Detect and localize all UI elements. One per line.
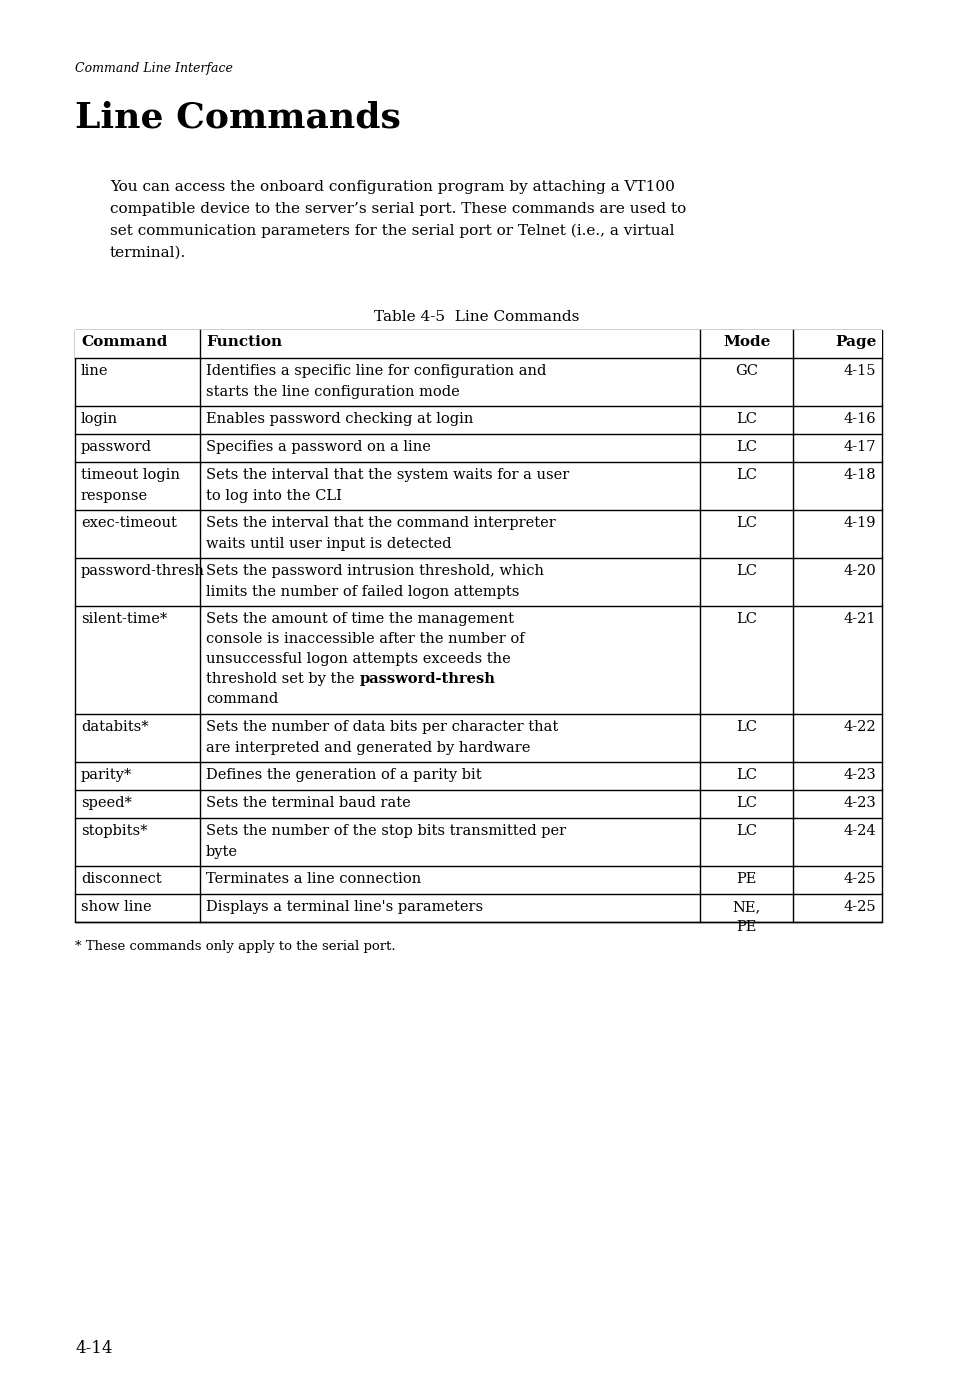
Text: * These commands only apply to the serial port.: * These commands only apply to the seria… bbox=[75, 940, 395, 954]
Text: password-thresh: password-thresh bbox=[359, 672, 495, 686]
Text: GC: GC bbox=[735, 364, 758, 378]
Text: Sets the interval that the system waits for a user
to log into the CLI: Sets the interval that the system waits … bbox=[206, 468, 569, 502]
Text: password-thresh: password-thresh bbox=[81, 564, 205, 577]
Text: Sets the terminal baud rate: Sets the terminal baud rate bbox=[206, 795, 411, 811]
Text: Sets the number of data bits per character that
are interpreted and generated by: Sets the number of data bits per charact… bbox=[206, 720, 558, 755]
Text: set communication parameters for the serial port or Telnet (i.e., a virtual: set communication parameters for the ser… bbox=[110, 223, 674, 239]
Text: LC: LC bbox=[736, 516, 757, 530]
Text: 4-25: 4-25 bbox=[842, 899, 875, 915]
Text: password: password bbox=[81, 440, 152, 454]
Text: login: login bbox=[81, 412, 118, 426]
Text: 4-16: 4-16 bbox=[842, 412, 875, 426]
Text: 4-18: 4-18 bbox=[842, 468, 875, 482]
Text: 4-19: 4-19 bbox=[842, 516, 875, 530]
Text: Sets the password intrusion threshold, which
limits the number of failed logon a: Sets the password intrusion threshold, w… bbox=[206, 564, 543, 598]
Text: line: line bbox=[81, 364, 109, 378]
Text: PE: PE bbox=[736, 872, 757, 886]
Bar bbox=[75, 330, 882, 358]
Text: NE,: NE, bbox=[732, 899, 760, 915]
Text: 4-21: 4-21 bbox=[842, 612, 875, 626]
Text: 4-25: 4-25 bbox=[842, 872, 875, 886]
Text: LC: LC bbox=[736, 612, 757, 626]
Text: stopbits*: stopbits* bbox=[81, 824, 148, 838]
Text: Mode: Mode bbox=[722, 335, 770, 348]
Text: 4-23: 4-23 bbox=[842, 768, 875, 781]
Text: disconnect: disconnect bbox=[81, 872, 161, 886]
Text: LC: LC bbox=[736, 564, 757, 577]
Text: Command Line Interface: Command Line Interface bbox=[75, 62, 233, 75]
Text: Sets the amount of time the management: Sets the amount of time the management bbox=[206, 612, 514, 626]
Text: speed*: speed* bbox=[81, 795, 132, 811]
Text: Page: Page bbox=[835, 335, 876, 348]
Text: Sets the number of the stop bits transmitted per
byte: Sets the number of the stop bits transmi… bbox=[206, 824, 566, 859]
Text: compatible device to the server’s serial port. These commands are used to: compatible device to the server’s serial… bbox=[110, 203, 685, 217]
Text: parity*: parity* bbox=[81, 768, 132, 781]
Text: LC: LC bbox=[736, 795, 757, 811]
Text: 4-20: 4-20 bbox=[842, 564, 875, 577]
Text: 4-15: 4-15 bbox=[842, 364, 875, 378]
Text: console is inaccessible after the number of: console is inaccessible after the number… bbox=[206, 632, 524, 645]
Text: threshold set by the: threshold set by the bbox=[206, 672, 359, 686]
Text: 4-17: 4-17 bbox=[842, 440, 875, 454]
Text: LC: LC bbox=[736, 824, 757, 838]
Text: 4-24: 4-24 bbox=[842, 824, 875, 838]
Text: silent-time*: silent-time* bbox=[81, 612, 167, 626]
Text: Displays a terminal line's parameters: Displays a terminal line's parameters bbox=[206, 899, 483, 915]
Text: 4-23: 4-23 bbox=[842, 795, 875, 811]
Text: Command: Command bbox=[81, 335, 167, 348]
Text: Identifies a specific line for configuration and
starts the line configuration m: Identifies a specific line for configura… bbox=[206, 364, 546, 398]
Text: Sets the interval that the command interpreter
waits until user input is detecte: Sets the interval that the command inter… bbox=[206, 516, 556, 551]
Text: terminal).: terminal). bbox=[110, 246, 186, 260]
Text: Table 4-5  Line Commands: Table 4-5 Line Commands bbox=[374, 310, 579, 323]
Text: Specifies a password on a line: Specifies a password on a line bbox=[206, 440, 431, 454]
Text: exec-timeout: exec-timeout bbox=[81, 516, 176, 530]
Text: Function: Function bbox=[206, 335, 282, 348]
Bar bbox=[75, 330, 882, 922]
Text: command: command bbox=[206, 693, 278, 706]
Text: Enables password checking at login: Enables password checking at login bbox=[206, 412, 473, 426]
Text: show line: show line bbox=[81, 899, 152, 915]
Text: LC: LC bbox=[736, 720, 757, 734]
Text: 4-22: 4-22 bbox=[842, 720, 875, 734]
Text: LC: LC bbox=[736, 440, 757, 454]
Text: LC: LC bbox=[736, 768, 757, 781]
Text: Line Commands: Line Commands bbox=[75, 100, 400, 135]
Text: Terminates a line connection: Terminates a line connection bbox=[206, 872, 421, 886]
Text: timeout login
response: timeout login response bbox=[81, 468, 180, 502]
Text: LC: LC bbox=[736, 468, 757, 482]
Text: 4-14: 4-14 bbox=[75, 1339, 112, 1357]
Text: PE: PE bbox=[736, 920, 757, 934]
Text: unsuccessful logon attempts exceeds the: unsuccessful logon attempts exceeds the bbox=[206, 652, 510, 666]
Text: databits*: databits* bbox=[81, 720, 149, 734]
Text: Defines the generation of a parity bit: Defines the generation of a parity bit bbox=[206, 768, 481, 781]
Text: You can access the onboard configuration program by attaching a VT100: You can access the onboard configuration… bbox=[110, 180, 674, 194]
Text: LC: LC bbox=[736, 412, 757, 426]
